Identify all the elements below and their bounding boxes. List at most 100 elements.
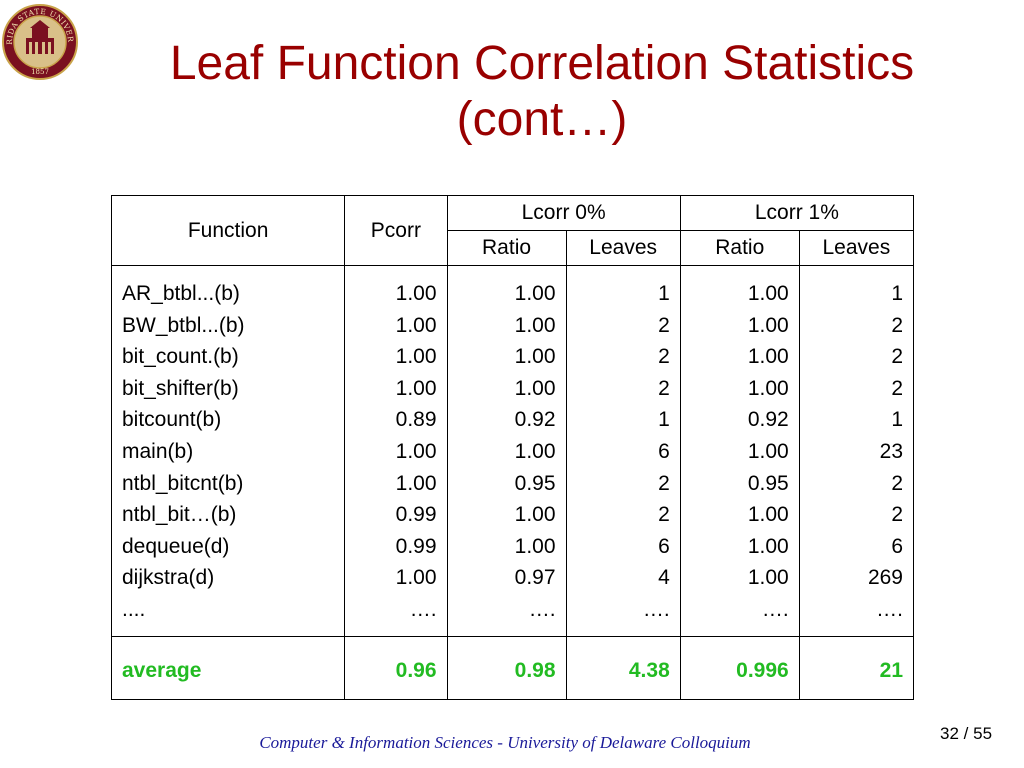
- table-cell-ratio0: 0.92: [514, 408, 556, 432]
- table-cell-ratio0: ….: [528, 597, 556, 621]
- header-leaves-0: Leaves: [565, 230, 681, 266]
- table-cell-pcorr: 1.00: [395, 345, 437, 369]
- page-total: 55: [973, 724, 993, 743]
- table-cell-pcorr: 0.99: [395, 503, 437, 527]
- table-cell-ratio1: 0.95: [747, 471, 789, 495]
- table-cell-leaves1: 23: [879, 439, 903, 463]
- lcorr0-ratio-column: 1.00 1.00 1.00 1.00 0.92 1.00 0.95 1.00 1.00 0.97…: [446, 265, 567, 637]
- table-cell-ratio0: 0.97: [514, 566, 556, 590]
- page-separator: /: [963, 724, 969, 743]
- table-cell-leaves1: 2: [891, 345, 903, 369]
- correlation-stats-table: Function Pcorr Lcorr 0% Lcorr 1% Ratio L…: [110, 195, 915, 700]
- table-cell-ratio0: 1.00: [514, 503, 556, 527]
- slide-footer: Computer & Information Sciences - Univer…: [259, 733, 751, 752]
- table-cell-function: main(b): [122, 439, 194, 463]
- table-cell-leaves0: 2: [658, 376, 670, 400]
- header-lcorr-0: Lcorr 0%: [446, 195, 681, 231]
- page-current: 32: [940, 724, 959, 743]
- function-column: AR_btbl...(b) BW_btbl...(b) bit_count.(b)b…: [110, 265, 346, 637]
- svg-text:1857: 1857: [31, 68, 49, 76]
- header-pcorr: Pcorr: [344, 195, 448, 266]
- table-cell-ratio1: 1.00: [747, 313, 789, 337]
- table-cell-leaves1: 269: [867, 566, 903, 590]
- table-cell-leaves1: 2: [891, 471, 903, 495]
- table-cell-ratio0: 1.00: [514, 534, 556, 558]
- table-cell-pcorr: 0.99: [395, 534, 437, 558]
- table-cell-function: ntbl_bit…(b): [122, 503, 237, 527]
- table-cell-leaves1: 2: [891, 313, 903, 337]
- table-cell-ratio1: 1.00: [747, 503, 789, 527]
- lcorr1-leaves-column: 1 2 2 2 1 23 2 2 6 269 ….: [798, 265, 915, 637]
- average-ratio-0: 0.98: [446, 636, 567, 700]
- table-cell-function: dijkstra(d): [122, 566, 215, 590]
- table-cell-ratio1: 0.92: [747, 408, 789, 432]
- table-cell-ratio0: 1.00: [514, 345, 556, 369]
- average-label: average: [110, 636, 346, 700]
- average-leaves-0: 4.38: [565, 636, 681, 700]
- table-cell-function: bitcount(b): [122, 408, 222, 432]
- table-cell-leaves0: 2: [658, 313, 670, 337]
- table-cell-pcorr: 1.00: [395, 313, 437, 337]
- table-cell-pcorr: 1.00: [395, 439, 437, 463]
- table-cell-ratio1: 1.00: [747, 534, 789, 558]
- lcorr0-leaves-column: 1 2 2 2 1 6 2 2 6 4 ….: [565, 265, 681, 637]
- slide-title: Leaf Function Correlation Statistics (co…: [60, 36, 1024, 148]
- table-cell-leaves0: ….: [642, 597, 670, 621]
- table-cell-ratio0: 1.00: [514, 376, 556, 400]
- table-cell-leaves0: 4: [658, 566, 670, 590]
- table-cell-leaves1: 1: [891, 408, 903, 432]
- table-cell-ratio0: 1.00: [514, 313, 556, 337]
- table-cell-function: bit_count.(b): [122, 345, 239, 369]
- header-leaves-1: Leaves: [798, 230, 915, 266]
- table-cell-leaves0: 2: [658, 503, 670, 527]
- table-cell-pcorr: 1.00: [395, 282, 437, 305]
- table-cell-leaves1: ….: [876, 597, 903, 621]
- header-function: Function: [110, 195, 346, 266]
- header-lcorr-1: Lcorr 1%: [679, 195, 915, 231]
- average-pcorr: 0.96: [344, 636, 448, 700]
- average-ratio-1: 0.996: [679, 636, 800, 700]
- table-cell-function: ....: [122, 597, 146, 621]
- table-average: average 0.96 0.98 4.38 0.996 21: [110, 636, 915, 700]
- header-ratio-0: Ratio: [446, 230, 567, 266]
- table-cell-ratio1: 1.00: [747, 439, 789, 463]
- table-cell-leaves0: 1: [658, 408, 670, 432]
- table-cell-leaves0: 1: [658, 282, 670, 305]
- table-cell-pcorr: 1.00: [395, 471, 437, 495]
- pcorr-column: 1.00 1.00 1.00 1.00 0.89 1.00 1.00 0.99 0.99 1.00…: [344, 265, 448, 637]
- table-cell-leaves1: 2: [891, 503, 903, 527]
- title-line-1: Leaf Function Correlation Statistics: [169, 37, 915, 90]
- lcorr1-ratio-column: 1.00 1.00 1.00 1.00 0.92 1.00 0.95 1.00 1.00 1.00…: [679, 265, 800, 637]
- table-cell-pcorr: 1.00: [395, 376, 437, 400]
- table-cell-leaves0: 2: [658, 345, 670, 369]
- table-cell-leaves1: 2: [891, 376, 903, 400]
- header-ratio-1: Ratio: [679, 230, 800, 266]
- table-cell-leaves1: 1: [891, 282, 903, 305]
- table-cell-pcorr: 1.00: [395, 566, 437, 590]
- page-number: 32 / 55: [940, 724, 992, 744]
- table-cell-pcorr: 0.89: [395, 408, 437, 432]
- table-cell-function: dequeue(d): [122, 534, 230, 558]
- table-cell-pcorr: ….: [409, 597, 437, 621]
- average-leaves-1: 21: [798, 636, 915, 700]
- table-cell-ratio1: 1.00: [747, 566, 789, 590]
- table-cell-ratio1: ….: [761, 597, 789, 621]
- table-data-row: AR_btbl...(b) BW_btbl...(b) bit_count.(b)b…: [110, 265, 915, 637]
- table-cell-function: bit_shifter(b): [122, 376, 239, 400]
- table-cell-ratio0: 1.00: [514, 439, 556, 463]
- table-cell-function: ntbl_bitcnt(b): [122, 471, 244, 495]
- table-cell-function: AR_btbl...(b): [122, 282, 240, 305]
- table-body: AR_btbl...(b) BW_btbl...(b) bit_count.(b)b…: [110, 265, 915, 637]
- title-line-2: (cont…): [456, 93, 628, 146]
- table-cell-ratio1: 1.00: [747, 376, 789, 400]
- table-cell-leaves0: 6: [658, 439, 670, 463]
- table-cell-ratio0: 0.95: [514, 471, 556, 495]
- table-cell-ratio1: 1.00: [747, 282, 789, 305]
- table-cell-function: BW_btbl...(b): [122, 313, 245, 337]
- average-row: average 0.96 0.98 4.38 0.996 21: [110, 636, 915, 700]
- table-cell-ratio0: 1.00: [514, 282, 556, 305]
- table-cell-ratio1: 1.00: [747, 345, 789, 369]
- university-seal-logo: FLORIDA STATE UNIVERSITY 1857: [2, 4, 78, 80]
- table-cell-leaves0: 2: [658, 471, 670, 495]
